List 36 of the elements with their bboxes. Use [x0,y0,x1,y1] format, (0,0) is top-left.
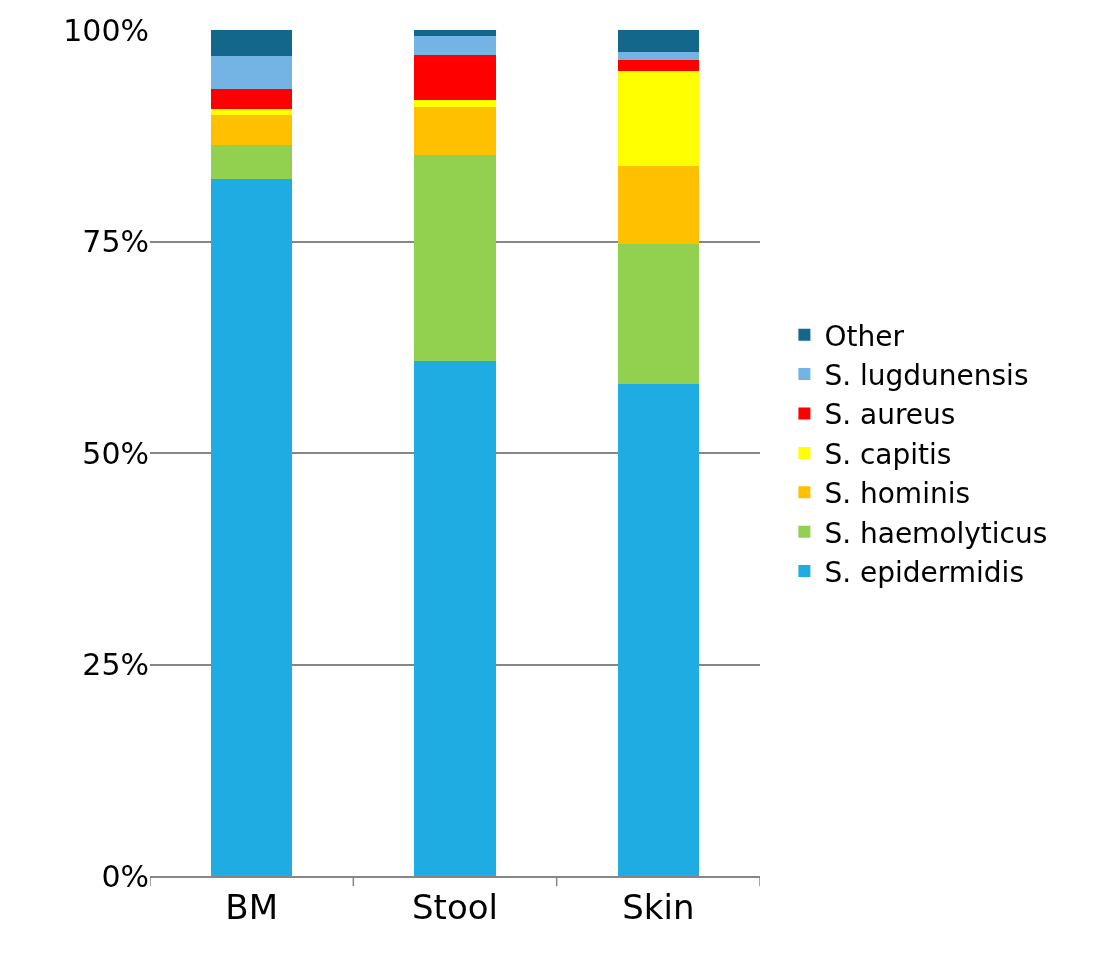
bar [617,70,699,167]
bar [414,106,496,156]
bar [211,89,293,109]
legend-label: S. hominis [824,477,971,511]
bar [211,108,293,115]
bar [211,145,293,179]
bar [414,30,496,36]
bar [617,244,699,384]
bar [211,178,293,876]
y-tick-label: 0% [101,858,149,894]
legend-label: S. lugdunensis [824,359,1029,393]
bar [617,60,699,71]
x-tick-label: Skin [622,886,695,927]
bar [617,166,699,245]
bar [414,54,496,101]
bar [617,52,699,61]
bar [211,114,293,146]
bar [414,35,496,55]
legend-label: S. aureus [824,398,956,432]
legend-label: Other [824,319,905,353]
bar [211,30,293,57]
legend-label: S. haemolyticus [824,516,1048,550]
x-tick-label: BM [225,886,279,927]
legend-label: S. epidermidis [824,556,1024,590]
legend-label: S. capitis [824,437,952,471]
bar [211,56,293,90]
y-tick-label: 100% [63,12,149,48]
y-tick-label: 50% [82,435,149,471]
y-tick-label: 75% [82,224,149,259]
bar [617,383,699,876]
bar [617,30,699,52]
y-tick-label: 25% [82,647,149,682]
bar [414,100,496,107]
x-tick-label: Stool [412,886,498,927]
bar [414,155,496,361]
bar [414,360,496,876]
